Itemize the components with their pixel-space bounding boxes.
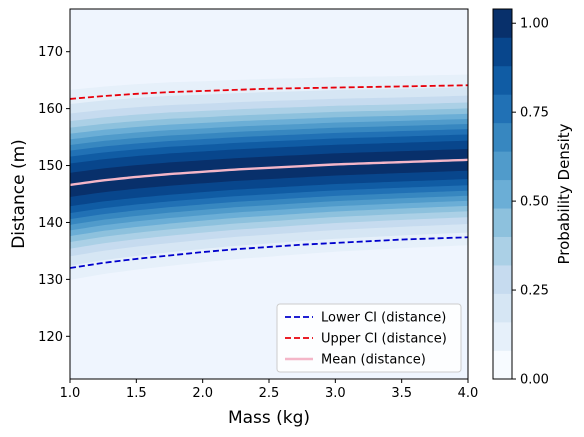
colorbar-band [493,265,512,294]
mean-distance-line [69,158,469,187]
y-axis-title: Distance (m) [9,139,29,249]
colorbar-band [493,151,512,181]
plot-area [69,9,469,379]
x-axis-title: Mass (kg) [228,408,310,428]
legend-label: Lower CI (distance) [321,311,446,326]
colorbar-tick-label: 0.75 [520,106,549,121]
colorbar-band [493,208,512,237]
colorbar-tick-label: 0.00 [520,373,549,388]
colorbar-band [493,322,512,351]
x-tick-label: 1.0 [60,386,81,401]
colorbar-frame [492,8,513,380]
colorbar-band [493,122,512,152]
y-tick-label: 130 [38,273,63,288]
y-tick-label: 140 [38,216,63,231]
colorbar-band [493,293,512,323]
x-tick-label: 2.5 [259,386,280,401]
legend-label: Upper CI (distance) [321,332,447,347]
legend-box [276,303,462,373]
colorbar-band [493,179,512,209]
y-tick-label: 150 [38,159,63,174]
y-tick-label: 160 [38,102,63,117]
legend: Lower CI (distance) Upper CI (distance) Me… [276,303,462,373]
colorbar-tick-label: 0.25 [520,284,549,299]
x-tick-label: 3.0 [325,386,346,401]
axes: 1.0 1.5 2.0 2.5 3.0 3.5 4.0 120 130 140 150 160 170 M… [9,8,479,428]
colorbar-band [493,94,512,124]
legend-label: Mean (distance) [321,353,426,368]
x-tick-label: 1.5 [126,386,147,401]
colorbar-band [493,350,512,380]
upper-ci-distance-line [69,84,469,100]
y-tick-label: 120 [38,330,63,345]
colorbar-band [493,65,512,95]
colorbar-band [493,37,512,67]
colorbar-tick-label: 1.00 [520,17,549,32]
colorbar-title: Probability Density [555,123,573,264]
y-tick-label: 170 [38,45,63,60]
colorbar-band [493,9,512,38]
colorbar: 0.00 0.25 0.50 0.75 1.00 Probability Density [492,8,573,388]
lower-ci-distance-line [69,236,469,269]
x-tick-label: 3.5 [391,386,412,401]
density-band [70,148,468,197]
colorbar-tick-label: 0.50 [520,195,549,210]
x-tick-label: 2.0 [192,386,213,401]
x-tick-label: 4.0 [458,386,479,401]
colorbar-band [493,236,512,266]
